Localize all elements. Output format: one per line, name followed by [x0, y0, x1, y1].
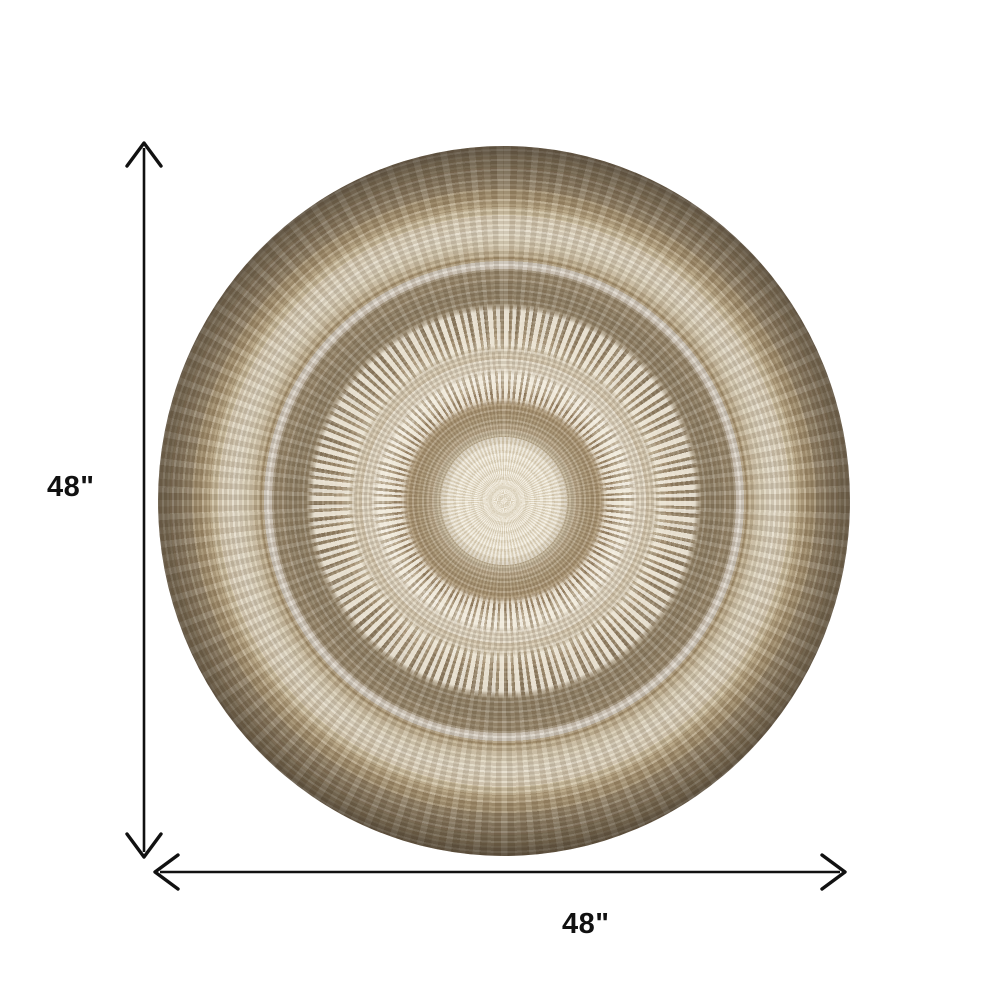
width-arrowhead-right-icon — [820, 853, 847, 891]
width-dimension-label: 48" — [562, 908, 610, 940]
height-arrowhead-down-icon — [125, 832, 163, 859]
height-arrowhead-up-icon — [125, 141, 163, 168]
round-jute-rug — [158, 146, 850, 856]
rug-center-medallion — [441, 437, 567, 565]
height-dimension-label: 48" — [47, 471, 95, 503]
height-dimension-arrow — [125, 141, 163, 859]
width-arrowhead-left-icon — [153, 853, 180, 891]
width-dimension-arrow — [153, 853, 847, 891]
